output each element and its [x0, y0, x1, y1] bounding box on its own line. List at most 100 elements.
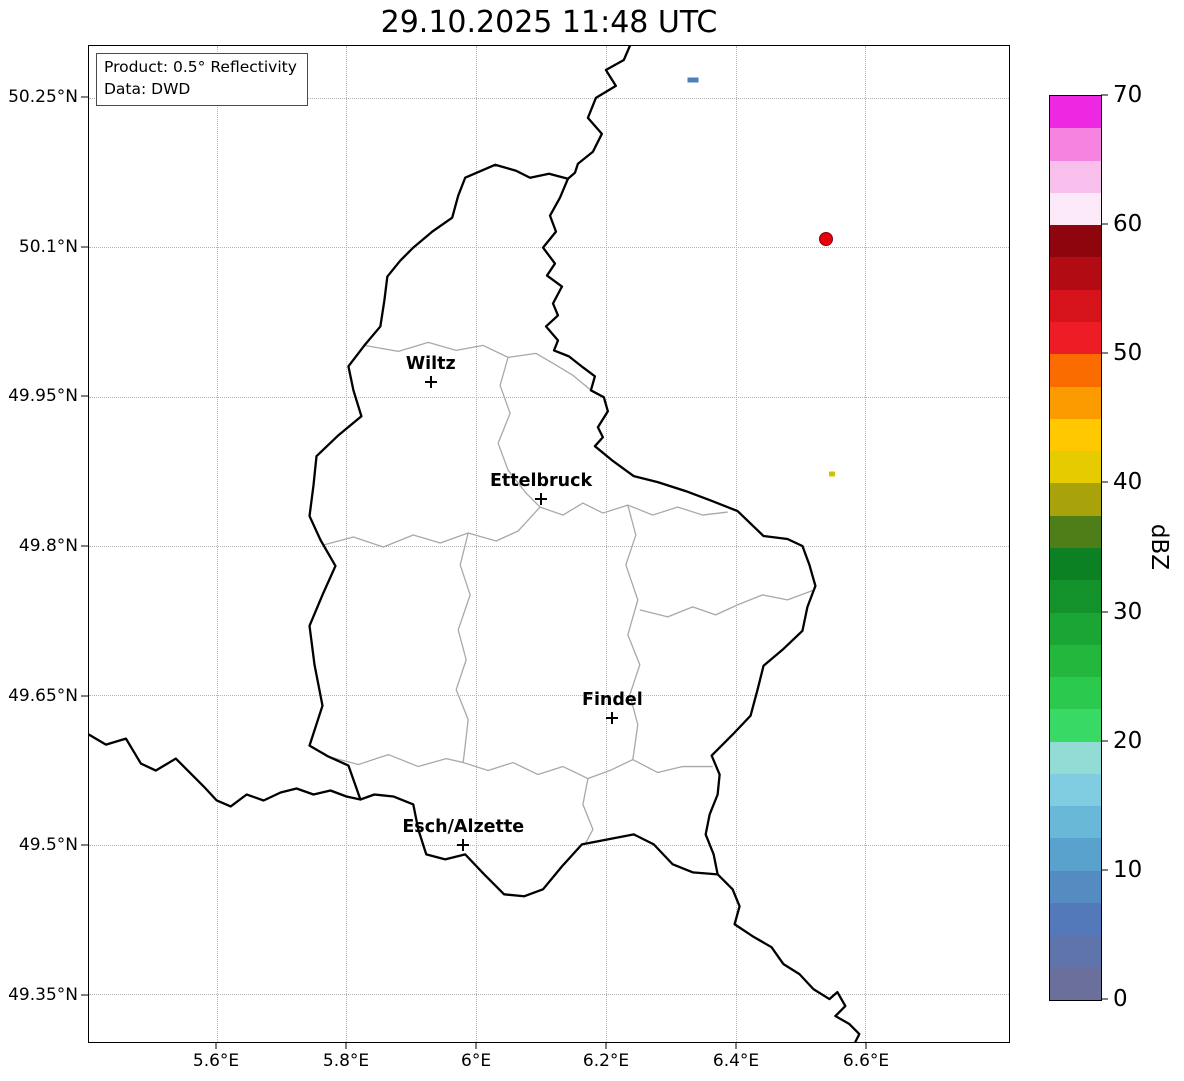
colorbar-segment — [1050, 515, 1101, 548]
colorbar-segment — [1050, 580, 1101, 613]
colorbar-segment — [1050, 547, 1101, 581]
colorbar-axis-label: dBZ — [1146, 523, 1172, 571]
x-axis-tick-label: 5.6°E — [192, 1051, 240, 1071]
border-france-germany — [716, 873, 861, 1042]
info-source: Data: DWD — [104, 79, 191, 98]
gridline-horizontal — [89, 396, 1009, 398]
city-label: Wiltz — [405, 353, 456, 374]
colorbar-segment — [1050, 128, 1101, 161]
x-axis-tick-label: 6.2°E — [582, 1051, 630, 1071]
y-axis-tick — [81, 246, 88, 248]
colorbar-segment — [1050, 386, 1101, 419]
x-axis-tick — [735, 1043, 737, 1049]
canton-border-esch — [582, 778, 594, 845]
colorbar-segment — [1050, 967, 1101, 1000]
city-label: Findel — [581, 690, 643, 711]
y-axis-tick-label: 50.25°N — [8, 86, 78, 107]
grid-layer — [89, 46, 1009, 1042]
colorbar-segment — [1050, 96, 1101, 129]
canton-border-luxembourg-east — [625, 504, 641, 760]
colorbar-segment — [1050, 257, 1101, 290]
colorbar-tick-label: 0 — [1113, 986, 1128, 1012]
colorbar-tick — [1101, 223, 1108, 225]
canton-borders — [323, 341, 815, 845]
gridline-horizontal — [89, 545, 1009, 547]
y-axis-tick-label: 49.8°N — [18, 535, 78, 556]
y-axis-tick — [81, 395, 88, 397]
colorbar-tick-label: 30 — [1113, 598, 1143, 625]
gridline-vertical — [476, 46, 478, 1042]
gridline-vertical — [735, 46, 737, 1042]
colorbar-segment — [1050, 644, 1101, 678]
city-marker — [606, 712, 619, 725]
colorbar-segment — [1050, 935, 1101, 968]
colorbar-tick — [1101, 869, 1108, 871]
colorbar-tick-label: 60 — [1113, 211, 1143, 238]
colorbar-tick-label: 50 — [1113, 340, 1143, 367]
gridline-vertical — [865, 46, 867, 1042]
city-marker — [457, 838, 470, 851]
colorbar-tick — [1101, 352, 1108, 354]
colorbar-segments — [1050, 96, 1101, 1000]
x-axis-tick — [345, 1043, 347, 1049]
colorbar-tick — [1101, 740, 1108, 742]
canton-border-redange — [455, 532, 471, 763]
colorbar-segment — [1050, 677, 1101, 710]
y-axis-tick — [81, 545, 88, 547]
colorbar-segment — [1050, 838, 1101, 871]
y-axis-tick-label: 49.65°N — [8, 685, 78, 706]
colorbar-segment — [1050, 483, 1101, 516]
x-axis-tick-label: 6°E — [461, 1051, 492, 1071]
radar-echo — [828, 471, 835, 477]
x-axis-tick — [605, 1043, 607, 1049]
city-label: Ettelbruck — [489, 471, 593, 492]
colorbar-segment — [1050, 806, 1101, 839]
y-axis-tick — [81, 844, 88, 846]
colorbar-segment — [1050, 709, 1101, 742]
colorbar-tick-label: 10 — [1113, 856, 1143, 883]
colorbar-tick — [1101, 611, 1108, 613]
colorbar-tick — [1101, 481, 1108, 483]
city-marker — [535, 493, 548, 506]
colorbar-segment — [1050, 225, 1101, 258]
gridline-horizontal — [89, 994, 1009, 996]
colorbar-tick — [1101, 998, 1108, 1000]
colorbar-segment — [1050, 451, 1101, 484]
colorbar-segment — [1050, 903, 1101, 936]
border-germany-belgium — [566, 46, 631, 180]
colorbar-segment — [1050, 354, 1101, 387]
radar-echo-layer — [89, 46, 1009, 1042]
x-axis-tick-label: 6.6°E — [842, 1051, 890, 1071]
canton-border-mid-west — [323, 506, 541, 548]
x-axis-tick-label: 6.4°E — [712, 1051, 760, 1071]
colorbar-tick-label: 20 — [1113, 727, 1143, 754]
colorbar-segment — [1050, 870, 1101, 904]
y-axis-tick — [81, 96, 88, 98]
colorbar-segment — [1050, 160, 1101, 193]
y-axis-tick-label: 50.1°N — [18, 236, 78, 257]
luxembourg-outline — [308, 163, 817, 898]
gridline-horizontal — [89, 844, 1009, 846]
colorbar-segment — [1050, 741, 1101, 774]
city-marker — [424, 375, 437, 388]
colorbar-tick-label: 40 — [1113, 469, 1143, 496]
colorbar-tick — [1101, 94, 1108, 96]
gridline-horizontal — [89, 695, 1009, 697]
gridline-vertical — [346, 46, 348, 1042]
radar-echo — [819, 232, 834, 247]
gridline-horizontal — [89, 97, 1009, 99]
gridline-vertical — [605, 46, 607, 1042]
colorbar-segment — [1050, 321, 1101, 355]
y-axis-tick-label: 49.5°N — [18, 835, 78, 856]
colorbar-segment — [1050, 289, 1101, 322]
gridline-horizontal — [89, 247, 1009, 249]
y-axis-tick-label: 49.95°N — [8, 386, 78, 407]
y-axis-tick — [81, 695, 88, 697]
info-product: Product: 0.5° Reflectivity — [104, 58, 297, 76]
colorbar-segment — [1050, 773, 1101, 807]
x-axis-tick — [215, 1043, 217, 1049]
border-france-belgium — [89, 733, 362, 808]
radar-echo — [687, 77, 699, 83]
city-label: Esch/Alzette — [402, 816, 525, 837]
